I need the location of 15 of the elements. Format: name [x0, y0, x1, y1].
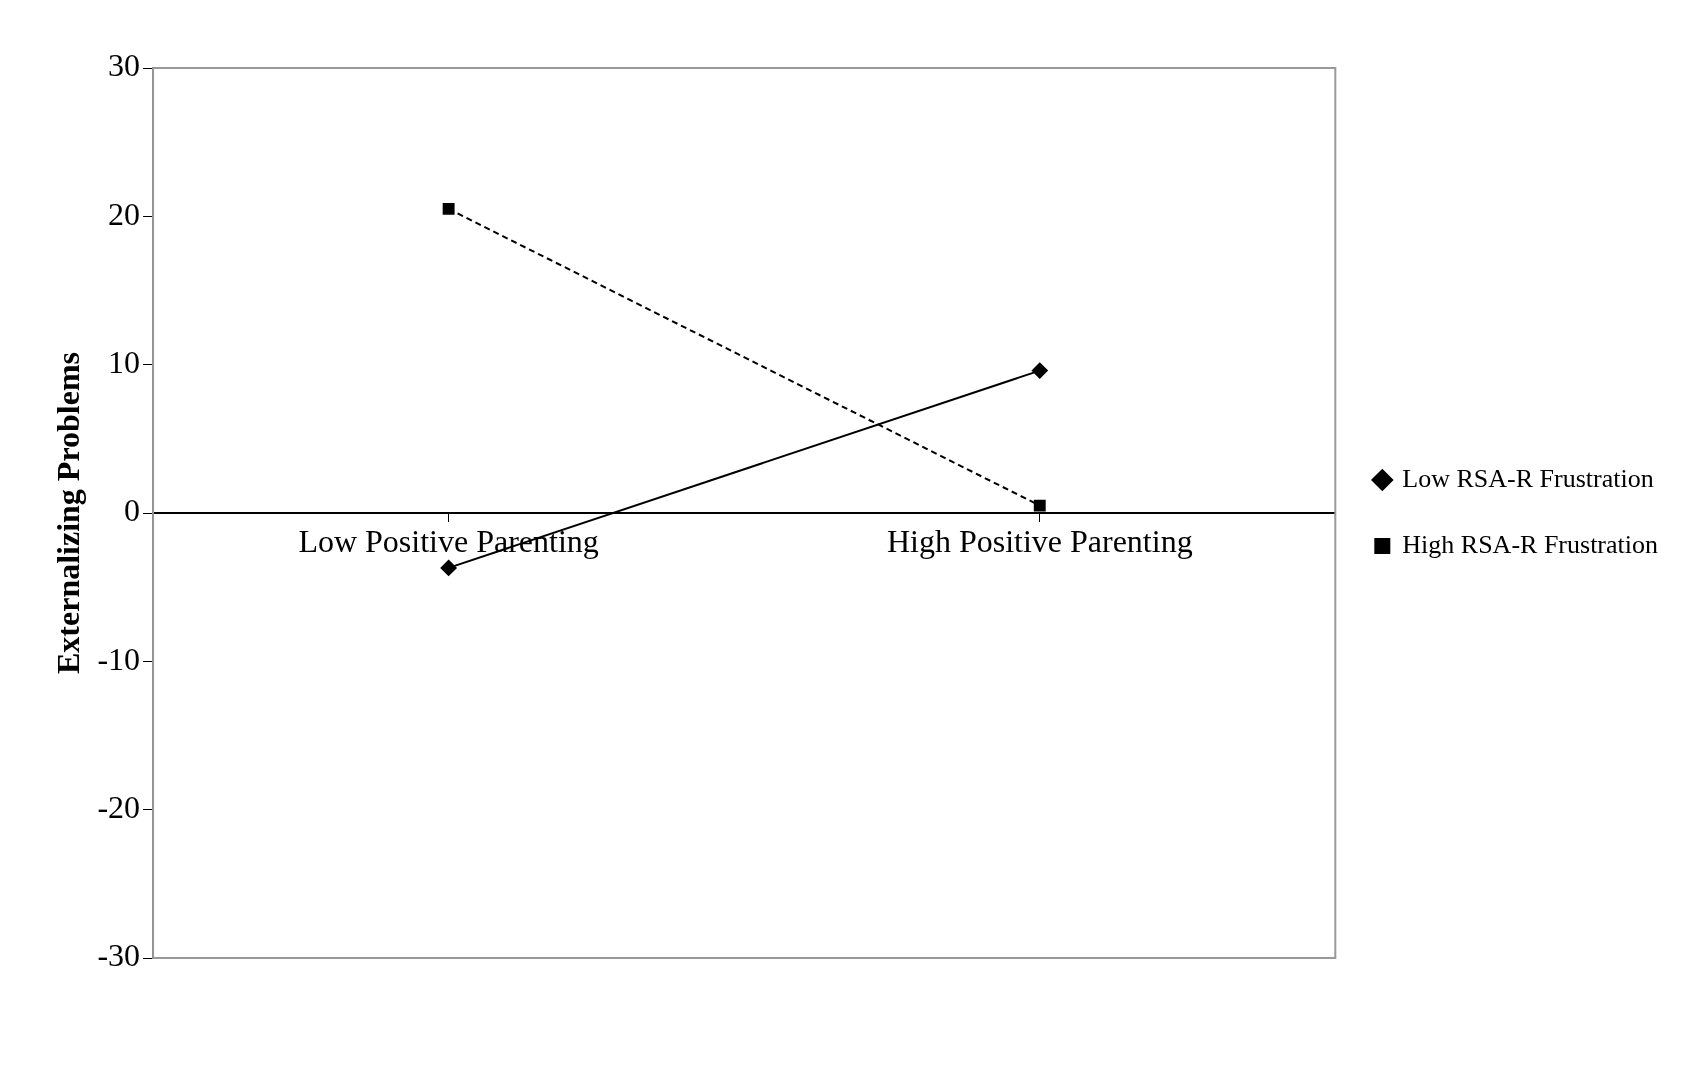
- y-tick-label: 10: [108, 344, 141, 381]
- y-tick-label: 20: [108, 195, 141, 232]
- x-tick-label: High Positive Parenting: [886, 522, 1193, 559]
- y-tick-label: -10: [97, 640, 141, 677]
- legend-label: Low RSA-R Frustration: [1402, 463, 1654, 493]
- point: [442, 202, 455, 215]
- y-axis-title: Externalizing Problems: [50, 351, 87, 675]
- y-tick-label: -30: [97, 937, 141, 974]
- point: [1031, 362, 1048, 379]
- point: [1033, 499, 1046, 512]
- y-tick-label: 0: [124, 492, 141, 529]
- legend-label: High RSA-R Frustration: [1402, 529, 1658, 559]
- y-tick-label: -20: [97, 789, 141, 826]
- point: [440, 559, 457, 576]
- y-tick-label: 30: [108, 47, 141, 84]
